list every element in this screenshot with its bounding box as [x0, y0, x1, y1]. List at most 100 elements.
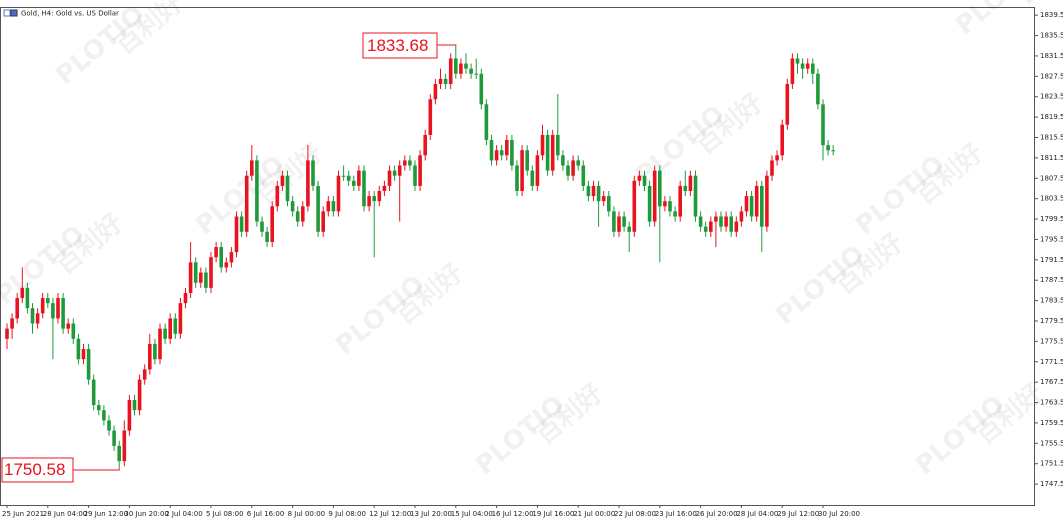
- y-tick-label: 1835.50: [1040, 32, 1063, 40]
- x-tick-label: 25 Jun 2021: [2, 510, 44, 518]
- y-tick-label: 1751.50: [1040, 460, 1063, 468]
- x-tick-label: 13 Jul 20:00: [410, 510, 452, 518]
- candle-body: [392, 170, 397, 176]
- candle-body: [418, 155, 422, 186]
- candle-body: [25, 287, 30, 309]
- y-tick-label: 1811.50: [1040, 154, 1063, 162]
- candle-body: [652, 170, 657, 222]
- candle-body: [765, 175, 769, 227]
- min-label: 1750.58: [4, 460, 65, 479]
- candle-body: [785, 83, 790, 125]
- candle-body: [346, 175, 351, 181]
- candle-body: [377, 190, 382, 202]
- candle-body: [173, 318, 178, 334]
- x-tick-label: 2 Jul 04:00: [165, 510, 203, 518]
- candle-body: [729, 216, 733, 232]
- candle-body: [703, 226, 708, 232]
- candle-body: [642, 175, 647, 186]
- candle-body: [341, 175, 346, 177]
- candle-body: [239, 216, 244, 232]
- candle-body: [193, 262, 198, 283]
- candle-body: [10, 318, 14, 329]
- candle-body: [71, 323, 76, 339]
- candle-body: [290, 201, 295, 212]
- y-tick-label: 1827.50: [1040, 72, 1063, 80]
- candle-body: [311, 160, 315, 186]
- candle-body: [525, 150, 529, 171]
- x-tick-label: 19 Jul 16:00: [532, 510, 574, 518]
- y-tick-label: 1819.50: [1040, 113, 1063, 121]
- x-tick-label: 22 Jul 08:00: [614, 510, 656, 518]
- y-tick-label: 1787.50: [1040, 276, 1063, 284]
- candle-body: [515, 165, 519, 191]
- y-tick-label: 1783.50: [1040, 297, 1063, 305]
- x-tick-label: 21 Jul 00:00: [573, 510, 615, 518]
- y-tick-label: 1815.50: [1040, 133, 1063, 141]
- x-tick-label: 15 Jul 04:00: [451, 510, 493, 518]
- y-tick-label: 1759.50: [1040, 419, 1063, 427]
- x-tick-label: 28 Jul 04:00: [736, 510, 778, 518]
- candle-body: [581, 165, 586, 186]
- candle-body: [576, 160, 580, 166]
- candle-body: [566, 165, 570, 176]
- candle-body: [811, 63, 815, 74]
- candle-body: [540, 134, 545, 156]
- candle-body: [545, 134, 550, 171]
- candle-body: [244, 175, 249, 232]
- candle-body: [295, 211, 300, 222]
- candle-body: [326, 201, 331, 212]
- x-tick-label: 26 Jul 20:00: [696, 510, 738, 518]
- candle-body: [56, 298, 60, 319]
- candle-body: [754, 185, 759, 217]
- x-tick-label: 5 Jul 08:00: [206, 510, 244, 518]
- candle-body: [709, 221, 713, 232]
- candle-body: [362, 170, 366, 207]
- candle-body: [15, 298, 19, 319]
- candle-body: [367, 196, 371, 207]
- candle-body: [224, 262, 229, 268]
- candle-body: [168, 318, 172, 339]
- candle-body: [397, 165, 402, 176]
- candle-body: [535, 155, 540, 186]
- candle-body: [280, 175, 285, 186]
- candle-body: [816, 73, 820, 105]
- candle-body: [423, 134, 427, 156]
- candle-body: [607, 196, 611, 212]
- y-tick-label: 1767.50: [1040, 378, 1063, 386]
- candle-body: [719, 216, 723, 227]
- candle-body: [107, 420, 111, 431]
- candle-body: [428, 99, 433, 135]
- candle-body: [204, 272, 208, 288]
- candle-body: [622, 216, 626, 227]
- candle-body: [20, 287, 25, 299]
- candle-body: [122, 430, 127, 462]
- candle-body: [46, 298, 50, 304]
- y-tick-label: 1795.50: [1040, 235, 1063, 243]
- candle-body: [5, 328, 9, 339]
- candle-body: [510, 140, 514, 166]
- candle-body: [306, 160, 310, 207]
- candle-body: [250, 160, 254, 176]
- y-tick-label: 1799.50: [1040, 215, 1063, 223]
- candle-body: [484, 104, 489, 141]
- candle-body: [183, 292, 188, 304]
- candle-body: [693, 175, 698, 217]
- y-tick-label: 1791.50: [1040, 256, 1063, 264]
- candle-body: [494, 150, 499, 161]
- candle-body: [127, 399, 132, 431]
- candle-body: [275, 185, 280, 207]
- candle-body: [137, 379, 142, 411]
- candle-body: [433, 83, 438, 100]
- candle-body: [780, 124, 784, 156]
- candle-body: [188, 262, 193, 293]
- candle-body: [591, 185, 596, 197]
- candle-body: [209, 257, 213, 288]
- candle-body: [102, 410, 106, 421]
- candle-body: [658, 170, 662, 207]
- x-tick-label: 29 Jun 12:00: [84, 510, 128, 518]
- y-tick-label: 1763.50: [1040, 399, 1063, 407]
- candle-body: [760, 185, 764, 227]
- candle-body: [438, 78, 443, 84]
- candle-body: [178, 303, 183, 334]
- candle-body: [285, 175, 290, 202]
